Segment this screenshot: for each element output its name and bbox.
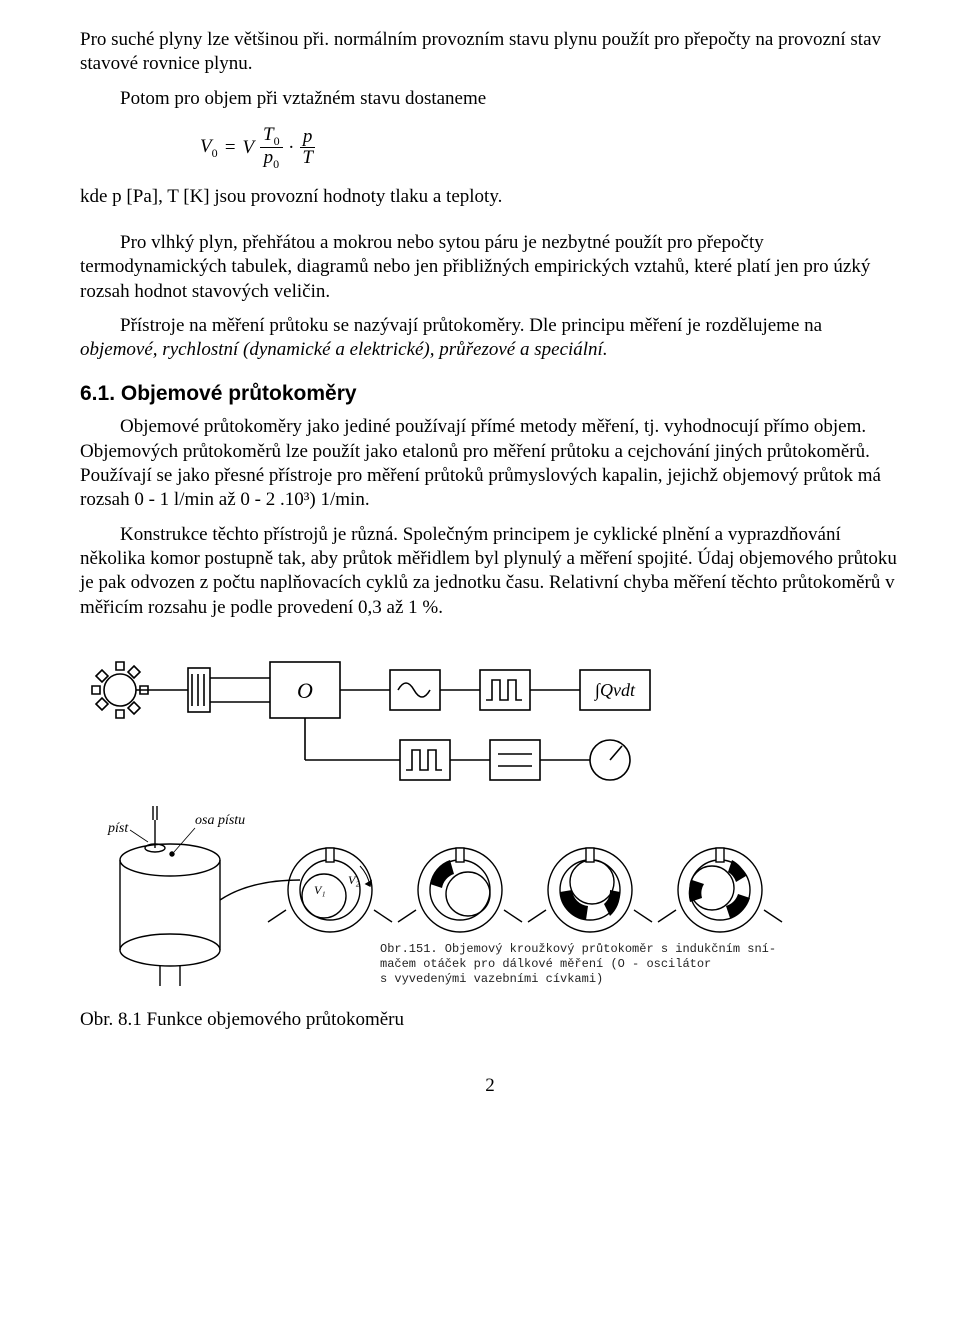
heading-6-1: 6.1. Objemové průtokoměry (80, 381, 900, 408)
frac1-den-var: p (264, 147, 274, 168)
frac1-num-sub: 0 (274, 134, 280, 148)
paragraph-wet-gas: Pro vlhký plyn, přehřátou a mokrou nebo … (80, 231, 900, 304)
formula-lhs-var: V (200, 136, 212, 157)
frac2-den: T (299, 148, 316, 168)
figure-flowmeter: O ∫Qvdt (80, 650, 900, 990)
formula-frac-2: p T (299, 127, 316, 168)
p5-text: Přístroje na měření průtoku se nazývají … (120, 315, 822, 336)
page-number: 2 (80, 1074, 900, 1098)
paragraph-where: kde p [Pa], T [K] jsou provozní hodnoty … (80, 185, 900, 209)
svg-text:mačem otáček pro dálkové měřen: mačem otáček pro dálkové měření (O - osc… (380, 957, 711, 971)
p5-italic: objemové, rychlostní (dynamické a elektr… (80, 339, 608, 360)
svg-text:s vyvedenými vazebními cívkami: s vyvedenými vazebními cívkami) (380, 972, 603, 986)
formula-equals: = (224, 136, 237, 160)
formula-rhs-var: V (242, 136, 254, 160)
svg-text:Obr.151. Objemový kroužkový p: Obr.151. Objemový kroužkový průtokoměr s… (380, 942, 776, 956)
svg-text:∫Qvdt: ∫Qvdt (594, 680, 636, 701)
paragraph-volumetric-1: Objemové průtokoměry jako jediné používa… (80, 415, 900, 512)
svg-text:V₁: V₁ (314, 883, 326, 897)
svg-text:píst: píst (107, 821, 129, 836)
paragraph-volume-intro: Potom pro objem při vztažném stavu dosta… (80, 87, 900, 111)
svg-text:V₂: V₂ (348, 873, 360, 887)
formula-dot: · (289, 136, 294, 160)
formula-frac-1: T0 p0 (260, 125, 283, 171)
flowmeter-diagram-icon: O ∫Qvdt (80, 650, 800, 990)
formula-v0: V0 = V T0 p0 · p T (200, 125, 900, 171)
paragraph-flowmeters: Přístroje na měření průtoku se nazývají … (80, 314, 900, 363)
figure-caption: Obr. 8.1 Funkce objemového průtokoměru (80, 1008, 900, 1032)
svg-text:osa pístu: osa pístu (195, 813, 245, 828)
paragraph-dry-gas: Pro suché plyny lze většinou při. normál… (80, 28, 900, 77)
paragraph-volumetric-2: Konstrukce těchto přístrojů je různá. Sp… (80, 523, 900, 620)
frac1-den-sub: 0 (273, 157, 279, 171)
formula-lhs-sub: 0 (212, 146, 218, 160)
svg-text:O: O (297, 678, 313, 703)
frac1-num-var: T (263, 124, 274, 145)
frac2-num: p (300, 127, 316, 148)
